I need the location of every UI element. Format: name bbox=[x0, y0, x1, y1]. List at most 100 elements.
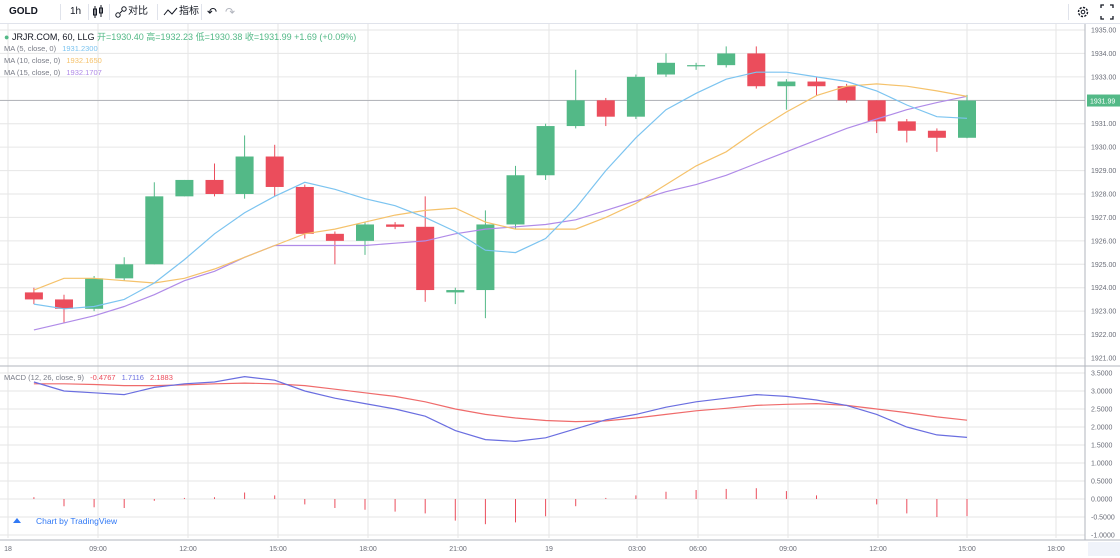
macd-legend: MACD (12, 26, close, 9) -0.4767 1.7116 2.1… bbox=[4, 373, 173, 382]
time-tick-label: 12:00 bbox=[179, 546, 197, 553]
candle-up bbox=[115, 264, 134, 279]
time-tick-label: 09:00 bbox=[89, 546, 107, 553]
time-tick-label: 09:00 bbox=[779, 546, 797, 553]
candle-down bbox=[416, 226, 435, 291]
candle-style-button[interactable] bbox=[92, 0, 104, 24]
macd-tick-label: -0.5000 bbox=[1091, 515, 1115, 522]
ma15-legend: MA (15, close, 0) 1932.1707 bbox=[4, 68, 102, 77]
time-tick-label: 18 bbox=[4, 546, 12, 553]
macd-legend-label: MACD (12, 26, close, 9) bbox=[4, 373, 86, 382]
ma15-legend-value: 1932.1707 bbox=[66, 68, 101, 77]
ma5-line bbox=[33, 71, 968, 310]
ma5-legend: MA (5, close, 0) 1931.2300 bbox=[4, 44, 98, 53]
tradingview-watermark: Chart by TradingView bbox=[13, 516, 118, 526]
price-tick-label: 1930.00 bbox=[1091, 145, 1116, 152]
candle-down bbox=[325, 233, 344, 241]
candle-down bbox=[295, 186, 314, 234]
macd-legend-line: 1.7116 bbox=[122, 373, 144, 382]
candle-down bbox=[747, 53, 766, 87]
settings-gear-icon[interactable] bbox=[1076, 0, 1090, 24]
candle-down bbox=[596, 100, 615, 117]
last-price-tag-bg bbox=[1087, 94, 1120, 107]
chart-area[interactable]: 1935.001934.001933.001932.001931.001930.… bbox=[0, 24, 1120, 558]
candle-up bbox=[85, 278, 104, 309]
undo-icon[interactable]: ↶ bbox=[207, 5, 218, 19]
last-price-tag: 1931.99 bbox=[1090, 99, 1115, 106]
indicators-button[interactable]: 指标 bbox=[163, 0, 199, 24]
ma10-line bbox=[33, 83, 968, 291]
price-tick-label: 1929.00 bbox=[1091, 168, 1116, 175]
ma15-legend-label: MA (15, close, 0) bbox=[4, 68, 62, 77]
candle-up bbox=[717, 53, 736, 66]
ma5-legend-value: 1931.2300 bbox=[62, 44, 97, 53]
candle-down bbox=[386, 224, 405, 227]
macd-tick-label: 2.5000 bbox=[1091, 407, 1113, 414]
price-tick-label: 1927.00 bbox=[1091, 215, 1116, 222]
candle-down bbox=[927, 130, 946, 138]
time-tick-label: 18:00 bbox=[359, 546, 377, 553]
price-tick-label: 1923.00 bbox=[1091, 309, 1116, 316]
price-tick-label: 1922.00 bbox=[1091, 332, 1116, 339]
time-tick-label: 21:00 bbox=[449, 546, 467, 553]
candle-up bbox=[566, 100, 585, 127]
price-tick-label: 1926.00 bbox=[1091, 238, 1116, 245]
ma5-legend-label: MA (5, close, 0) bbox=[4, 44, 58, 53]
redo-icon[interactable]: ↷ bbox=[225, 5, 236, 19]
price-tick-label: 1934.00 bbox=[1091, 51, 1116, 58]
legend-low: 低=1930.38 bbox=[196, 31, 245, 42]
macd-legend-signal: 2.1883 bbox=[150, 373, 173, 382]
macd-tick-label: 0.0000 bbox=[1091, 497, 1113, 504]
time-tick-label: 03:00 bbox=[628, 546, 646, 553]
price-tick-label: 1931.00 bbox=[1091, 121, 1116, 128]
candle-down bbox=[897, 121, 916, 131]
macd-legend-hist: -0.4767 bbox=[90, 373, 115, 382]
legend-dot: ● bbox=[4, 32, 12, 42]
candle-up bbox=[536, 126, 555, 176]
candle-up bbox=[356, 224, 374, 241]
compare-button[interactable]: 对比 bbox=[114, 0, 148, 24]
price-tick-label: 1928.00 bbox=[1091, 192, 1116, 199]
toolbar-divider bbox=[157, 4, 158, 20]
price-tick-label: 1921.00 bbox=[1091, 356, 1116, 363]
candle-up bbox=[506, 175, 525, 225]
price-tick-label: 1933.00 bbox=[1091, 74, 1116, 81]
candle-up bbox=[958, 100, 976, 138]
tradingview-logo-icon bbox=[13, 518, 21, 523]
macd-signal-line bbox=[33, 382, 968, 423]
candle-down bbox=[205, 179, 224, 194]
legend-high: 高=1932.23 bbox=[146, 31, 195, 42]
candle-up bbox=[687, 65, 706, 67]
ma15-line bbox=[33, 95, 968, 331]
top-toolbar: GOLD 1h 对比 指标 ↶ ↷ bbox=[0, 0, 1120, 24]
legend-close: 收=1931.99 bbox=[245, 31, 294, 42]
candle-down bbox=[867, 100, 886, 122]
candle-up bbox=[476, 224, 495, 291]
candle-down bbox=[24, 292, 43, 300]
interval-button[interactable]: 1h bbox=[70, 6, 82, 17]
price-tick-label: 1925.00 bbox=[1091, 262, 1116, 269]
toolbar-divider bbox=[60, 4, 61, 20]
candle-down bbox=[837, 86, 856, 101]
candle-down bbox=[807, 81, 826, 87]
time-tick-label: 19 bbox=[545, 546, 553, 553]
time-tick-label: 15:00 bbox=[269, 546, 287, 553]
candlestick-icon bbox=[93, 5, 103, 18]
toolbar-divider bbox=[109, 4, 110, 20]
symbol-label[interactable]: GOLD bbox=[9, 6, 38, 17]
time-tick-label: 12:00 bbox=[869, 546, 887, 553]
candle-up bbox=[145, 196, 164, 265]
compare-icon bbox=[115, 6, 127, 18]
time-tick-label: 15:00 bbox=[958, 546, 976, 553]
macd-tick-label: 3.5000 bbox=[1091, 371, 1113, 378]
macd-tick-label: 1.5000 bbox=[1091, 443, 1113, 450]
price-tick-label: 1935.00 bbox=[1091, 28, 1116, 35]
toolbar-divider bbox=[88, 4, 89, 20]
legend-open: 开=1930.40 bbox=[97, 32, 146, 42]
ma10-legend-value: 1932.1650 bbox=[66, 56, 101, 65]
indicators-label: 指标 bbox=[179, 6, 199, 17]
main-legend: ● JRJR.COM, 60, LLG 开=1930.40 高=1932.23 … bbox=[4, 31, 356, 42]
time-axis-corner bbox=[1088, 542, 1120, 556]
watermark-text: Chart by TradingView bbox=[36, 516, 118, 526]
ma10-legend-label: MA (10, close, 0) bbox=[4, 56, 62, 65]
fullscreen-icon[interactable] bbox=[1100, 0, 1114, 24]
